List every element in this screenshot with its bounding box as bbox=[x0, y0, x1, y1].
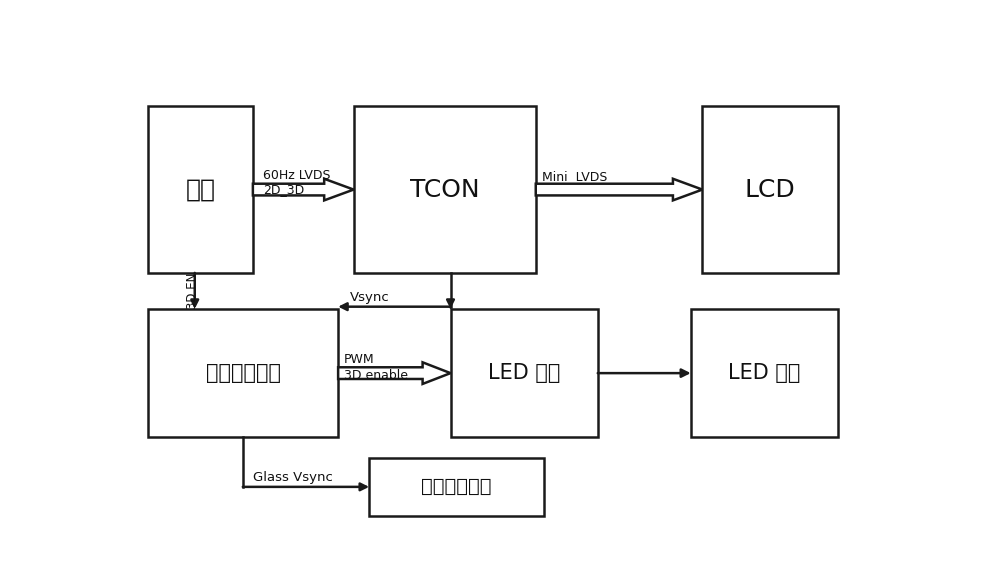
Polygon shape bbox=[338, 362, 450, 384]
Bar bbox=[702, 106, 838, 273]
Polygon shape bbox=[253, 179, 354, 201]
Text: LED 驱动: LED 驱动 bbox=[488, 363, 560, 383]
Bar bbox=[354, 106, 536, 273]
Polygon shape bbox=[536, 179, 702, 201]
Text: PWM: PWM bbox=[344, 353, 374, 366]
Text: Mini  LVDS: Mini LVDS bbox=[542, 171, 607, 184]
Text: 3D EN: 3D EN bbox=[186, 273, 199, 309]
Text: TCON: TCON bbox=[410, 178, 480, 202]
Text: Vsync: Vsync bbox=[350, 291, 390, 304]
Bar bbox=[148, 309, 338, 438]
Text: 60Hz LVDS: 60Hz LVDS bbox=[263, 169, 330, 182]
Text: LED 背光: LED 背光 bbox=[728, 363, 801, 383]
Bar bbox=[369, 457, 544, 516]
Bar bbox=[450, 309, 598, 438]
Text: 2D_3D: 2D_3D bbox=[263, 183, 304, 197]
Text: Glass Vsync: Glass Vsync bbox=[253, 471, 333, 484]
Text: 红外发射模块: 红外发射模块 bbox=[421, 477, 492, 496]
Bar bbox=[691, 309, 838, 438]
Text: LCD: LCD bbox=[745, 178, 796, 202]
Bar bbox=[148, 106, 253, 273]
Text: 背光控制电路: 背光控制电路 bbox=[206, 363, 281, 383]
Text: 3D enable: 3D enable bbox=[344, 369, 408, 382]
Text: 主板: 主板 bbox=[186, 178, 216, 202]
